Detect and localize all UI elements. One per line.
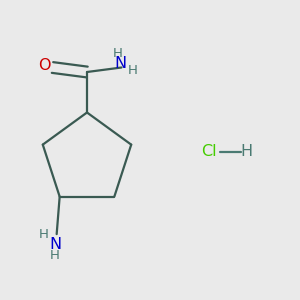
Text: Cl: Cl [201, 144, 216, 159]
Text: H: H [128, 64, 138, 77]
Text: O: O [38, 58, 50, 74]
Text: H: H [240, 144, 252, 159]
Text: N: N [114, 56, 126, 71]
Text: H: H [50, 249, 60, 262]
Text: H: H [39, 228, 49, 241]
Text: N: N [49, 237, 61, 252]
Text: H: H [113, 47, 123, 60]
